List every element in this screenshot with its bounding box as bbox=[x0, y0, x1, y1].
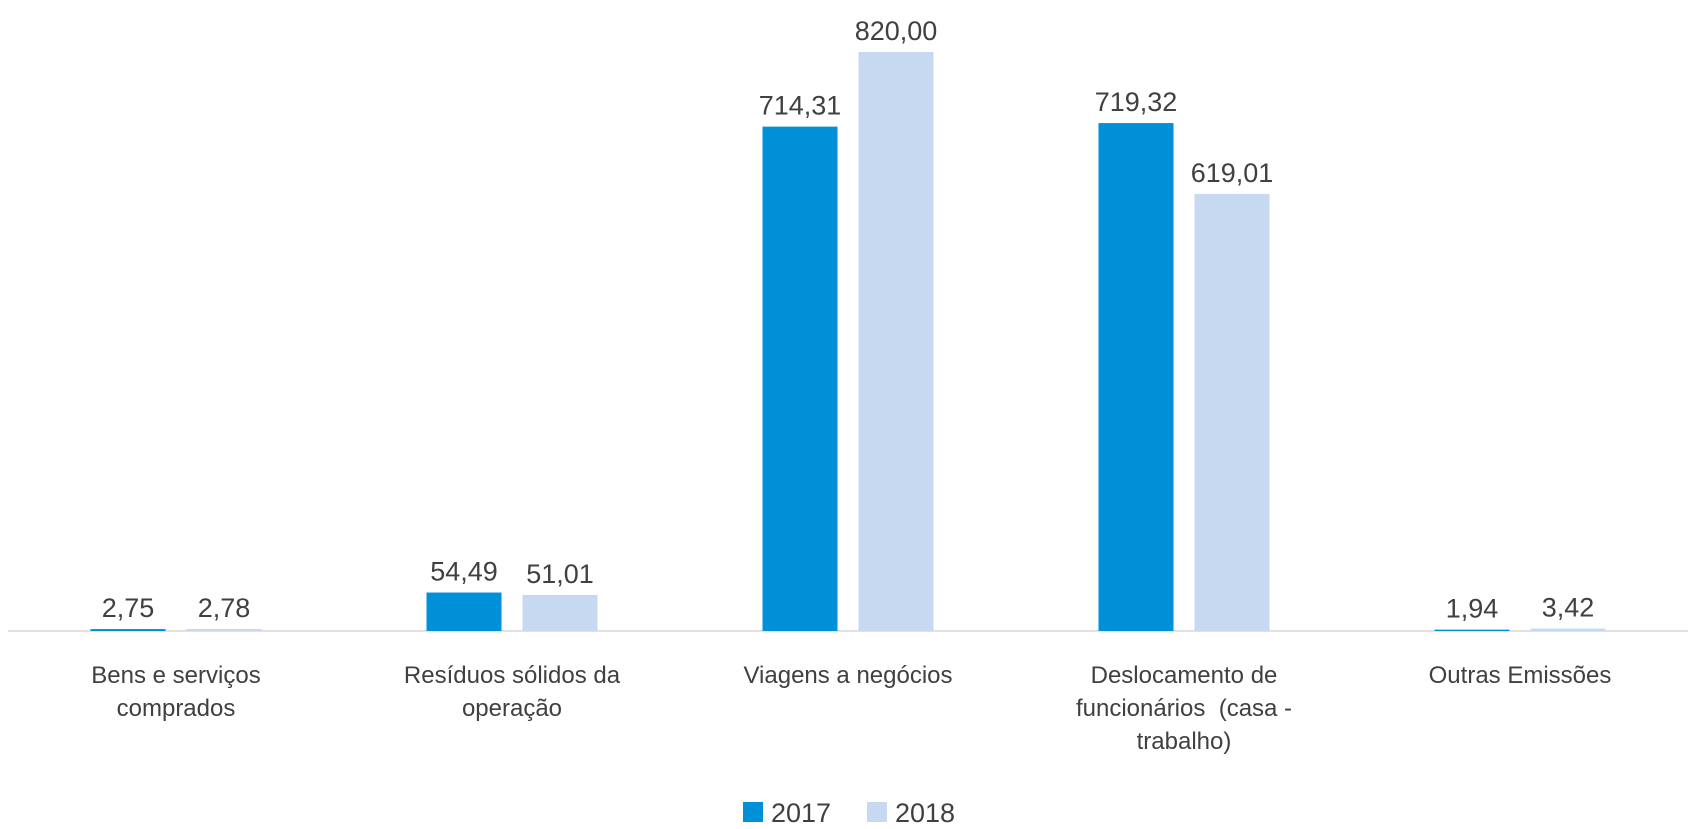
bar bbox=[858, 52, 934, 631]
data-label: 619,01 bbox=[1191, 158, 1274, 188]
data-label: 54,49 bbox=[430, 557, 498, 587]
bar bbox=[426, 592, 502, 631]
bar bbox=[762, 126, 838, 632]
bar bbox=[90, 629, 166, 631]
bar bbox=[1098, 123, 1174, 631]
data-label: 714,31 bbox=[759, 91, 842, 121]
data-label: 3,42 bbox=[1542, 593, 1595, 623]
data-label: 820,00 bbox=[855, 16, 938, 46]
bar bbox=[1434, 629, 1510, 631]
x-tick-label: Viagens a negócios bbox=[743, 662, 952, 689]
x-tick-label: Deslocamento de funcionários (casa - traba… bbox=[1076, 662, 1292, 755]
label-line: Resíduos sólidos da bbox=[404, 662, 621, 689]
legend-label: 2017 bbox=[771, 798, 831, 828]
bar bbox=[1530, 628, 1606, 631]
legend-label: 2018 bbox=[895, 798, 955, 828]
label-line: Outras Emissões bbox=[1429, 662, 1612, 689]
label-line: trabalho) bbox=[1137, 728, 1232, 755]
label-line: operação bbox=[462, 695, 562, 722]
label-line: Viagens a negócios bbox=[743, 662, 952, 689]
x-tick-label: Outras Emissões bbox=[1429, 662, 1612, 689]
label-line: Bens e serviços bbox=[91, 662, 260, 689]
bar bbox=[186, 629, 262, 631]
data-label: 719,32 bbox=[1095, 87, 1178, 117]
legend-swatch bbox=[867, 802, 887, 822]
data-label: 2,78 bbox=[198, 593, 251, 623]
x-tick-label: Resíduos sólidos da operação bbox=[404, 662, 621, 722]
label-line: comprados bbox=[117, 695, 236, 722]
data-label: 51,01 bbox=[526, 559, 594, 589]
bar bbox=[522, 594, 598, 631]
data-label: 1,94 bbox=[1446, 594, 1499, 624]
label-line: funcionários (casa - bbox=[1076, 695, 1292, 722]
data-label: 2,75 bbox=[102, 593, 155, 623]
label-line: Deslocamento de bbox=[1091, 662, 1278, 689]
bar bbox=[1194, 193, 1270, 631]
x-tick-label: Bens e serviços comprados bbox=[91, 662, 260, 722]
legend-swatch bbox=[743, 802, 763, 822]
